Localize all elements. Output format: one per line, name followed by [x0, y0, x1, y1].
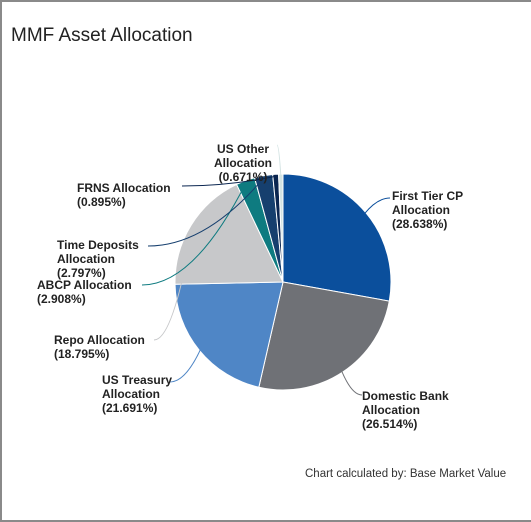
slice-label: Repo Allocation (18.795%)	[54, 333, 184, 361]
pie-slice	[174, 281, 284, 388]
slice-label: First Tier CP Allocation (28.638%)	[392, 189, 487, 231]
slice-value: (21.691%)	[102, 401, 158, 415]
slice-label: Domestic Bank Allocation (26.514%)	[362, 389, 462, 431]
leader-line	[141, 182, 247, 286]
slice-name: Time Deposits Allocation	[57, 238, 139, 266]
leader-line	[340, 370, 363, 396]
leader-line	[363, 197, 391, 215]
slice-value: (18.795%)	[54, 347, 110, 361]
slice-value: (2.797%)	[57, 266, 106, 280]
leader-line	[169, 348, 202, 383]
slice-name: Domestic Bank Allocation	[362, 389, 449, 417]
slice-label: ABCP Allocation (2.908%)	[37, 278, 167, 306]
slice-name: First Tier CP Allocation	[392, 189, 463, 217]
slice-label: Time Deposits Allocation (2.797%)	[57, 238, 152, 280]
pie-slice	[282, 173, 392, 302]
slice-label: US Treasury Allocation (21.691%)	[102, 373, 187, 415]
leader-line	[153, 226, 194, 341]
slice-value: (0.671%)	[218, 170, 268, 184]
slice-name: US Treasury Allocation	[102, 373, 173, 401]
leader-line	[276, 144, 282, 177]
footnote: Chart calculated by: Base Market Value	[305, 468, 507, 480]
leader-line	[181, 175, 276, 187]
slice-value: (0.895%)	[77, 195, 126, 209]
slice-name: US Other Allocation	[213, 142, 272, 170]
slice-name: FRNS Allocation	[77, 181, 171, 195]
slice-label: US Other Allocation (0.671%)	[207, 142, 279, 184]
slice-value: (2.908%)	[37, 292, 86, 306]
leader-line	[147, 177, 265, 247]
slice-name: Repo Allocation	[54, 333, 145, 347]
slice-name: ABCP Allocation	[37, 278, 132, 292]
slice-value: (26.514%)	[362, 417, 418, 431]
slice-value: (28.638%)	[392, 217, 448, 231]
chart-title: MMF Asset Allocation	[11, 25, 193, 46]
slice-label: FRNS Allocation (0.895%)	[77, 181, 207, 209]
